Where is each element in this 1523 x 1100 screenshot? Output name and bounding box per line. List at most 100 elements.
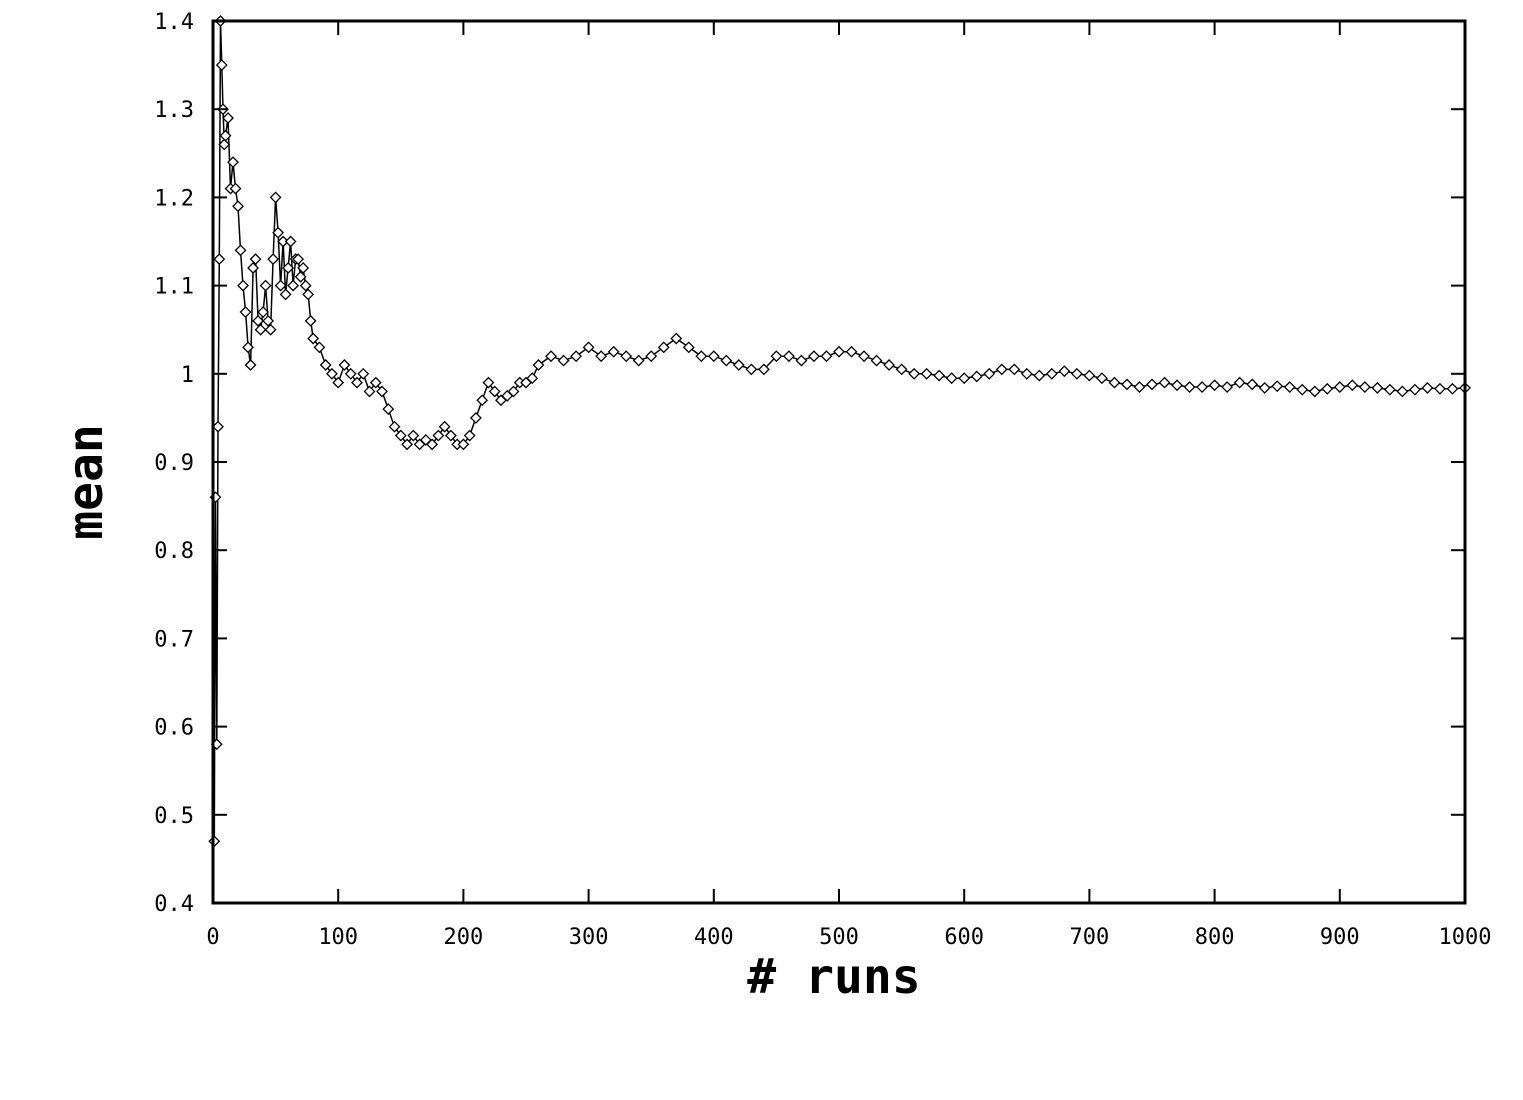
data-point — [1409, 383, 1421, 396]
data-point — [344, 367, 357, 380]
data-point — [870, 354, 883, 367]
data-point — [292, 253, 305, 266]
x-tick-label: 100 — [318, 925, 358, 950]
x-axis-title: # runs — [747, 949, 920, 1005]
data-point — [595, 350, 608, 363]
data-point — [1158, 376, 1171, 389]
data-point — [332, 376, 345, 389]
data-point — [1321, 382, 1334, 395]
data-point — [282, 262, 295, 274]
data-point — [820, 350, 833, 363]
data-point — [833, 345, 845, 358]
data-point — [995, 363, 1008, 376]
data-point — [657, 341, 670, 354]
data-point — [1133, 381, 1146, 393]
data-point — [1083, 369, 1096, 382]
data-point — [247, 262, 259, 274]
data-point — [488, 385, 501, 398]
data-point — [532, 359, 545, 371]
y-axis-title: mean — [58, 424, 114, 540]
data-point — [1171, 379, 1183, 392]
data-point — [432, 429, 445, 442]
data-point — [267, 253, 280, 266]
data-point — [382, 403, 395, 415]
data-point — [1045, 367, 1058, 380]
data-point — [212, 420, 224, 433]
data-point — [1446, 382, 1459, 395]
data-point — [795, 354, 808, 367]
data-point — [808, 350, 820, 363]
x-tick-label: 400 — [694, 925, 734, 950]
data-point — [1008, 363, 1021, 376]
data-point — [252, 314, 264, 327]
data-point — [883, 359, 895, 371]
data-point — [444, 429, 457, 442]
x-tick-label: 0 — [206, 925, 219, 950]
series-layer — [208, 15, 1471, 848]
data-point — [1196, 381, 1208, 393]
data-point — [1033, 369, 1046, 382]
data-point — [1258, 381, 1271, 394]
data-point — [1096, 372, 1108, 385]
data-point — [1183, 381, 1196, 393]
data-point — [262, 314, 275, 327]
data-point — [394, 429, 407, 442]
data-point — [1146, 378, 1158, 391]
data-point — [845, 345, 858, 358]
data-point — [745, 363, 758, 376]
data-point — [363, 385, 376, 398]
x-tick-label: 1000 — [1439, 925, 1492, 950]
y-tick-label: 1.4 — [154, 10, 194, 35]
data-point — [219, 129, 232, 142]
plot-frame — [211, 19, 1467, 905]
data-point — [695, 350, 708, 363]
x-tick-label: 700 — [1070, 925, 1110, 950]
data-point — [908, 367, 921, 380]
data-point — [232, 200, 244, 213]
data-point — [326, 367, 338, 380]
data-point — [213, 253, 226, 266]
data-point — [227, 156, 239, 169]
y-tick-label: 0.5 — [154, 804, 194, 829]
data-point — [313, 341, 326, 354]
data-point — [645, 350, 658, 363]
data-point — [407, 429, 420, 442]
data-point — [632, 354, 645, 367]
data-point — [239, 306, 252, 318]
data-point — [287, 279, 300, 292]
data-point — [783, 350, 795, 363]
data-point — [338, 359, 351, 371]
data-point — [299, 279, 312, 292]
data-point — [983, 367, 996, 380]
y-tick-label: 1 — [181, 363, 194, 388]
data-point — [945, 372, 958, 385]
data-point — [1346, 379, 1359, 392]
data-point — [284, 235, 297, 248]
data-point — [457, 438, 470, 451]
data-point — [272, 226, 285, 239]
data-point — [1371, 381, 1384, 394]
data-point — [526, 372, 539, 385]
data-point — [264, 323, 277, 336]
data-point — [279, 288, 292, 301]
data-point — [920, 367, 933, 380]
data-point — [476, 394, 489, 407]
data-point — [1421, 381, 1434, 394]
data-point — [1358, 381, 1371, 393]
data-point — [1396, 385, 1409, 398]
y-tick-label: 0.6 — [154, 716, 194, 741]
y-tick-label: 1.2 — [154, 186, 194, 211]
data-point — [351, 376, 363, 389]
data-point — [933, 369, 946, 382]
data-point — [970, 370, 983, 383]
data-point — [1108, 376, 1121, 389]
data-point — [895, 363, 908, 376]
data-point — [570, 350, 582, 363]
data-point — [682, 341, 695, 354]
data-point — [1296, 383, 1309, 396]
data-point — [470, 411, 482, 424]
data-point — [1283, 381, 1296, 393]
data-point — [369, 376, 382, 389]
data-point — [1221, 381, 1234, 393]
data-point — [244, 359, 257, 371]
